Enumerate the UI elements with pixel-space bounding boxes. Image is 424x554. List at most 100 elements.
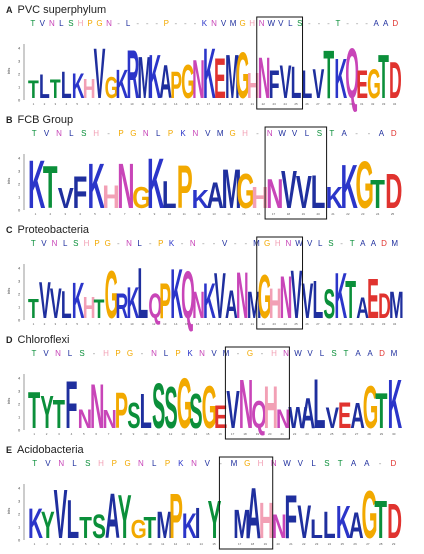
logo-residue: T [28, 383, 40, 440]
position-label: 8 [120, 432, 122, 436]
consensus-residue: V [278, 19, 284, 28]
position-label: 12 [174, 542, 178, 546]
logo-residue: T [378, 42, 389, 111]
consensus-residue: - [261, 349, 264, 358]
consensus-residue: H [103, 349, 109, 358]
position-label: 11 [141, 322, 144, 326]
position-label: 25 [330, 432, 334, 436]
consensus-residue: H [242, 129, 248, 138]
position-label: 21 [331, 212, 335, 216]
consensus-residue: H [84, 239, 90, 248]
position-label: 20 [276, 542, 280, 546]
consensus-residue: N [211, 19, 217, 28]
position-label: 33 [382, 102, 386, 106]
logo-residue: L [323, 506, 336, 547]
consensus-residue: K [187, 349, 193, 358]
logo-residue: G [105, 71, 119, 105]
panel-letter: C [6, 225, 13, 235]
consensus-residue: - [237, 349, 240, 358]
consensus-residue: S [68, 19, 73, 28]
position-label: 10 [130, 322, 134, 326]
consensus-residue: W [283, 459, 291, 468]
consensus-residue: G [125, 459, 131, 468]
position-label: 22 [262, 102, 266, 106]
consensus-residue: - [346, 19, 349, 28]
sequence-logo: T V N L S H P G N - L - - - P - - - K N V M G H N W V L S - - - T - - - A A Db… [6, 16, 402, 113]
consensus-residue: M [230, 19, 237, 28]
logo-residue: M [156, 504, 173, 546]
logo-residue: V [291, 256, 303, 333]
consensus-residue: V [44, 129, 50, 138]
logo-residue: V [50, 280, 62, 327]
consensus-residue: A [371, 239, 377, 248]
position-label: 29 [338, 322, 342, 326]
consensus-residue: - [327, 19, 330, 28]
consensus-residue: V [222, 239, 228, 248]
consensus-residue: - [256, 129, 259, 138]
position-label: 2 [44, 102, 46, 106]
logo-residue: N [117, 152, 134, 222]
consensus-residue: V [205, 129, 211, 138]
position-label: 27 [355, 432, 359, 436]
motif-box [224, 346, 290, 440]
logo-residue: A [225, 282, 238, 327]
logo-residue: K [116, 60, 129, 107]
consensus-residue: S [317, 129, 322, 138]
logo-residue: T [43, 154, 58, 221]
y-tick-label: 4 [18, 46, 21, 51]
logo-residue: A [207, 175, 224, 217]
logo-residue: Q [148, 286, 162, 325]
consensus-residue: W [294, 349, 302, 358]
position-label: 10 [168, 212, 172, 216]
consensus-residue: G [127, 349, 133, 358]
logo-residue: H [83, 291, 96, 325]
position-label: 4 [72, 542, 74, 546]
position-label: 20 [240, 102, 244, 106]
consensus-residue: D [379, 349, 385, 358]
consensus-residue: K [169, 239, 175, 248]
consensus-residue: N [52, 239, 58, 248]
motif-box [256, 236, 304, 330]
consensus-residue: G [96, 19, 102, 28]
consensus-residue: N [151, 349, 157, 358]
logo-residue: K [28, 501, 43, 548]
consensus-residue: A [383, 19, 389, 28]
logo-residue: N [236, 261, 249, 333]
y-axis-label: bits [6, 398, 11, 404]
position-label: 5 [76, 322, 78, 326]
consensus-residue: - [368, 129, 371, 138]
y-tick-label: 2 [18, 292, 21, 297]
logo-residue: K [388, 366, 403, 443]
position-label: 34 [393, 322, 397, 326]
position-label: 12 [169, 432, 173, 436]
panel-letter: B [6, 115, 13, 125]
panel-title: C Proteobacteria [6, 224, 89, 236]
logo-residue: L [140, 383, 152, 438]
logo-residue: F [65, 367, 77, 443]
logo-residue: T [28, 75, 39, 104]
position-label: 21 [281, 432, 285, 436]
panel-title-text: Chloroflexi [17, 334, 70, 346]
logo-residue: A [350, 396, 364, 437]
position-label: 7 [108, 432, 110, 436]
logo-residue: P [177, 153, 193, 222]
position-label: 2 [44, 322, 46, 326]
logo-residue: N [276, 404, 290, 433]
position-label: 28 [327, 102, 331, 106]
consensus-residue: - [117, 19, 120, 28]
position-label: 5 [94, 212, 96, 216]
logo-residue: N [90, 371, 104, 441]
position-label: 13 [163, 102, 167, 106]
logo-residue: M [233, 501, 250, 546]
position-label: 21 [251, 102, 255, 106]
logo-residue: F [73, 167, 88, 218]
logo-residue: A [301, 389, 315, 438]
consensus-residue: H [275, 239, 281, 248]
position-label: 17 [231, 432, 235, 436]
consensus-residue: T [31, 239, 36, 248]
logo-residue: T [94, 293, 105, 324]
consensus-residue: S [328, 239, 333, 248]
panel-title: E Acidobacteria [6, 444, 84, 456]
logo-residue: V [297, 495, 311, 548]
logo-residue: S [92, 508, 106, 547]
